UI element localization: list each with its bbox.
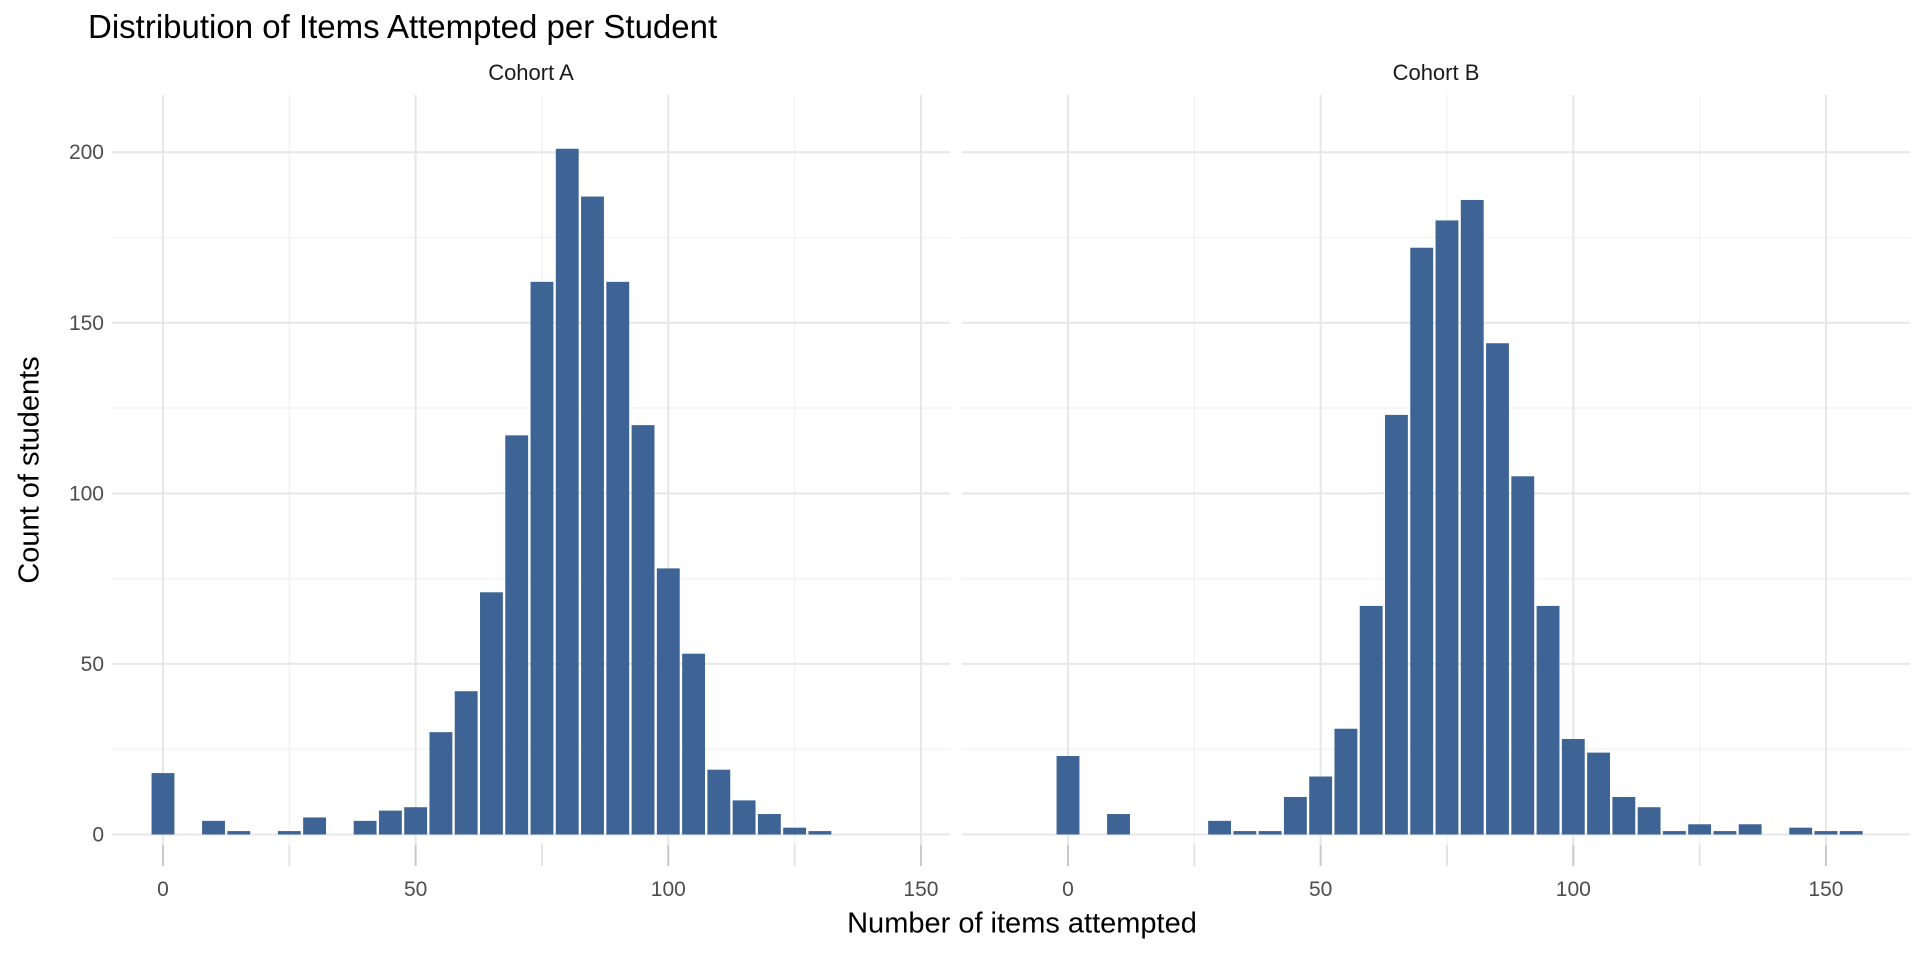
bar: [606, 281, 630, 835]
bar: [1713, 831, 1737, 835]
y-tick-label: 50: [81, 653, 104, 676]
x-tick-label: 0: [1062, 878, 1074, 901]
bar: [707, 769, 731, 835]
bar: [1587, 752, 1610, 835]
x-axis-title: Number of items attempted: [847, 907, 1197, 940]
bar: [151, 773, 175, 835]
bar: [1789, 827, 1813, 835]
bar: [1309, 776, 1333, 835]
bar: [303, 817, 327, 835]
bar: [227, 831, 251, 835]
bar: [480, 592, 503, 835]
bar: [1814, 831, 1838, 835]
bar: [1385, 414, 1408, 835]
y-tick-label: 150: [69, 312, 104, 335]
bar: [732, 800, 756, 835]
bar: [1561, 738, 1585, 835]
bar: [454, 691, 478, 835]
bar: [378, 810, 402, 835]
bar: [1233, 831, 1257, 835]
x-tick-label: 150: [903, 878, 938, 901]
bar: [808, 831, 832, 835]
bar: [757, 814, 781, 835]
bar: [202, 820, 225, 835]
bar: [1839, 831, 1863, 835]
x-tick-label: 100: [651, 878, 686, 901]
y-tick-label: 100: [69, 482, 104, 505]
chart-title: Distribution of Items Attempted per Stud…: [88, 8, 718, 45]
y-tick-label: 0: [92, 824, 104, 847]
bar: [1688, 824, 1712, 835]
bar: [682, 653, 705, 835]
x-tick-label: 0: [157, 878, 169, 901]
bar: [555, 148, 579, 835]
bar: [1359, 605, 1383, 835]
y-tick-label: 200: [69, 141, 104, 164]
bar: [505, 435, 529, 835]
bar: [1637, 807, 1661, 835]
bar: [1258, 831, 1282, 835]
bar: [783, 827, 807, 835]
bar: [1460, 199, 1484, 835]
bar: [581, 196, 604, 835]
bar: [1612, 796, 1636, 835]
bar: [1056, 756, 1080, 835]
bar: [656, 568, 680, 835]
bar: [1334, 728, 1358, 835]
bar: [1536, 605, 1560, 835]
bar: [1283, 796, 1307, 835]
x-tick-label: 100: [1556, 878, 1591, 901]
bar: [1410, 247, 1434, 835]
bar: [429, 732, 453, 835]
bar: [1435, 220, 1459, 835]
facet-strip-cohort-a: Cohort A: [488, 60, 574, 85]
bar: [1511, 476, 1535, 835]
bar: [1107, 814, 1130, 835]
bar: [404, 807, 428, 835]
bar: [1208, 820, 1232, 835]
facet-strip-cohort-b: Cohort B: [1392, 60, 1480, 85]
bar: [277, 831, 301, 835]
x-tick-label: 50: [404, 878, 427, 901]
x-tick-label: 150: [1808, 878, 1843, 901]
bar: [1738, 824, 1762, 835]
bar: [530, 281, 554, 835]
bar: [631, 425, 655, 835]
bar: [353, 820, 377, 835]
x-tick-label: 50: [1309, 878, 1332, 901]
bar: [1662, 831, 1686, 835]
bar: [1486, 343, 1509, 835]
